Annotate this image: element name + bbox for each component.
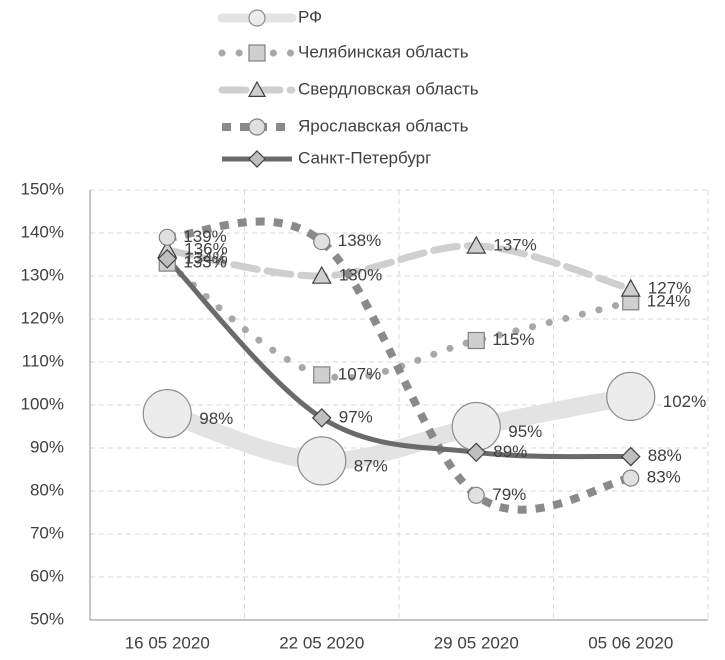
data-label: 137% — [493, 235, 536, 254]
marker — [466, 442, 487, 463]
data-label: 130% — [339, 265, 382, 284]
data-label: 107% — [338, 364, 381, 383]
marker — [606, 371, 656, 421]
marker — [297, 436, 347, 486]
data-label: 115% — [492, 330, 534, 349]
data-label: 83% — [647, 468, 681, 487]
series-line — [163, 242, 635, 293]
legend-label: РФ — [298, 7, 322, 26]
data-label: 133% — [183, 253, 226, 272]
data-label: 124% — [647, 291, 690, 310]
marker — [313, 366, 331, 384]
marker — [157, 248, 178, 269]
marker — [620, 278, 641, 297]
marker — [311, 408, 332, 428]
marker — [142, 389, 192, 439]
marker — [620, 446, 641, 467]
marker — [248, 9, 266, 27]
y-tick-label: 110% — [22, 351, 64, 370]
legend-label: Свердловская область — [298, 79, 479, 98]
y-tick-label: 50% — [30, 609, 64, 628]
data-label: 89% — [493, 442, 527, 461]
legend-label: Санкт-Петербург — [298, 148, 431, 167]
data-label: 102% — [663, 392, 706, 411]
y-tick-label: 100% — [21, 394, 64, 413]
marker — [248, 118, 266, 136]
y-tick-label: 120% — [21, 308, 64, 327]
series-line — [167, 217, 632, 514]
data-label: 97% — [339, 407, 373, 426]
legend-label: Челябинская область — [298, 42, 469, 61]
marker — [247, 80, 267, 98]
series-line — [158, 387, 640, 470]
marker — [466, 235, 487, 254]
marker — [313, 233, 331, 251]
series-line — [165, 257, 631, 460]
marker — [467, 486, 485, 504]
data-label: 139% — [183, 227, 226, 246]
x-tick-label: 29 05 2020 — [434, 633, 519, 652]
data-label: 87% — [354, 456, 388, 475]
y-tick-label: 60% — [30, 566, 64, 585]
y-tick-label: 130% — [21, 265, 64, 284]
marker — [311, 265, 332, 284]
y-tick-label: 150% — [21, 179, 64, 198]
data-label: 138% — [338, 231, 381, 250]
marker — [248, 150, 266, 168]
x-tick-label: 05 06 2020 — [588, 633, 673, 652]
y-tick-label: 90% — [30, 437, 64, 456]
marker — [467, 331, 485, 350]
data-label: 88% — [648, 446, 682, 465]
data-label: 136% — [184, 240, 227, 259]
y-tick-label: 140% — [21, 222, 64, 241]
x-tick-label: 22 05 2020 — [279, 633, 364, 652]
x-tick-label: 16 05 2020 — [125, 633, 210, 652]
y-tick-label: 80% — [30, 480, 64, 499]
data-label: 98% — [199, 409, 233, 428]
data-label: 79% — [492, 485, 526, 504]
data-label: 134% — [184, 248, 227, 267]
y-tick-label: 70% — [30, 523, 64, 542]
data-label: 95% — [508, 422, 542, 441]
marker — [622, 469, 640, 487]
series-line — [163, 259, 635, 382]
legend-label: Ярославская область — [298, 116, 469, 135]
marker — [248, 44, 266, 62]
marker — [158, 228, 176, 246]
data-label: 127% — [648, 278, 691, 297]
